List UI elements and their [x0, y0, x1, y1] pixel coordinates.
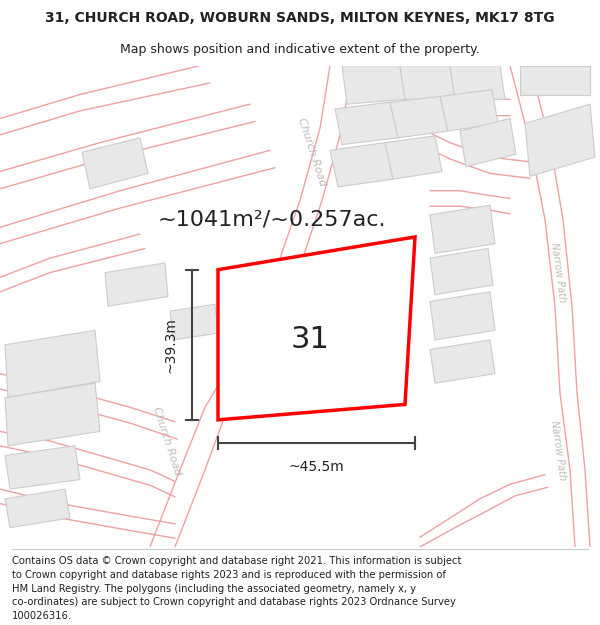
Text: ~45.5m: ~45.5m	[289, 460, 344, 474]
Polygon shape	[430, 249, 493, 295]
Polygon shape	[218, 237, 415, 420]
Text: 100026316.: 100026316.	[12, 611, 72, 621]
Text: co-ordinates) are subject to Crown copyright and database rights 2023 Ordnance S: co-ordinates) are subject to Crown copyr…	[12, 598, 456, 608]
Polygon shape	[390, 96, 448, 138]
Polygon shape	[430, 340, 495, 383]
Polygon shape	[450, 66, 505, 99]
Polygon shape	[400, 66, 455, 99]
Text: Church Road: Church Road	[296, 117, 328, 188]
Polygon shape	[335, 102, 398, 144]
Polygon shape	[170, 304, 218, 340]
Text: Map shows position and indicative extent of the property.: Map shows position and indicative extent…	[120, 42, 480, 56]
Polygon shape	[520, 66, 590, 94]
Polygon shape	[330, 142, 393, 187]
Polygon shape	[105, 263, 168, 306]
Polygon shape	[82, 138, 148, 189]
Text: Contains OS data © Crown copyright and database right 2021. This information is : Contains OS data © Crown copyright and d…	[12, 556, 461, 566]
Polygon shape	[5, 383, 100, 446]
Text: ~39.3m: ~39.3m	[164, 317, 178, 372]
Polygon shape	[385, 136, 442, 179]
Polygon shape	[525, 104, 595, 176]
Text: to Crown copyright and database rights 2023 and is reproduced with the permissio: to Crown copyright and database rights 2…	[12, 570, 446, 580]
Polygon shape	[5, 330, 100, 398]
Text: Narrow Path: Narrow Path	[549, 242, 567, 303]
Polygon shape	[430, 292, 495, 340]
Polygon shape	[460, 119, 516, 167]
Polygon shape	[342, 66, 405, 104]
Text: Narrow Path: Narrow Path	[549, 420, 567, 481]
Polygon shape	[430, 205, 495, 253]
Polygon shape	[5, 446, 80, 489]
Text: 31: 31	[290, 326, 329, 354]
Text: ~1041m²/~0.257ac.: ~1041m²/~0.257ac.	[158, 209, 386, 229]
Polygon shape	[5, 489, 70, 528]
Text: HM Land Registry. The polygons (including the associated geometry, namely x, y: HM Land Registry. The polygons (includin…	[12, 584, 416, 594]
Text: 31, CHURCH ROAD, WOBURN SANDS, MILTON KEYNES, MK17 8TG: 31, CHURCH ROAD, WOBURN SANDS, MILTON KE…	[45, 11, 555, 26]
Text: Church Road: Church Road	[151, 406, 183, 476]
Polygon shape	[440, 89, 498, 131]
